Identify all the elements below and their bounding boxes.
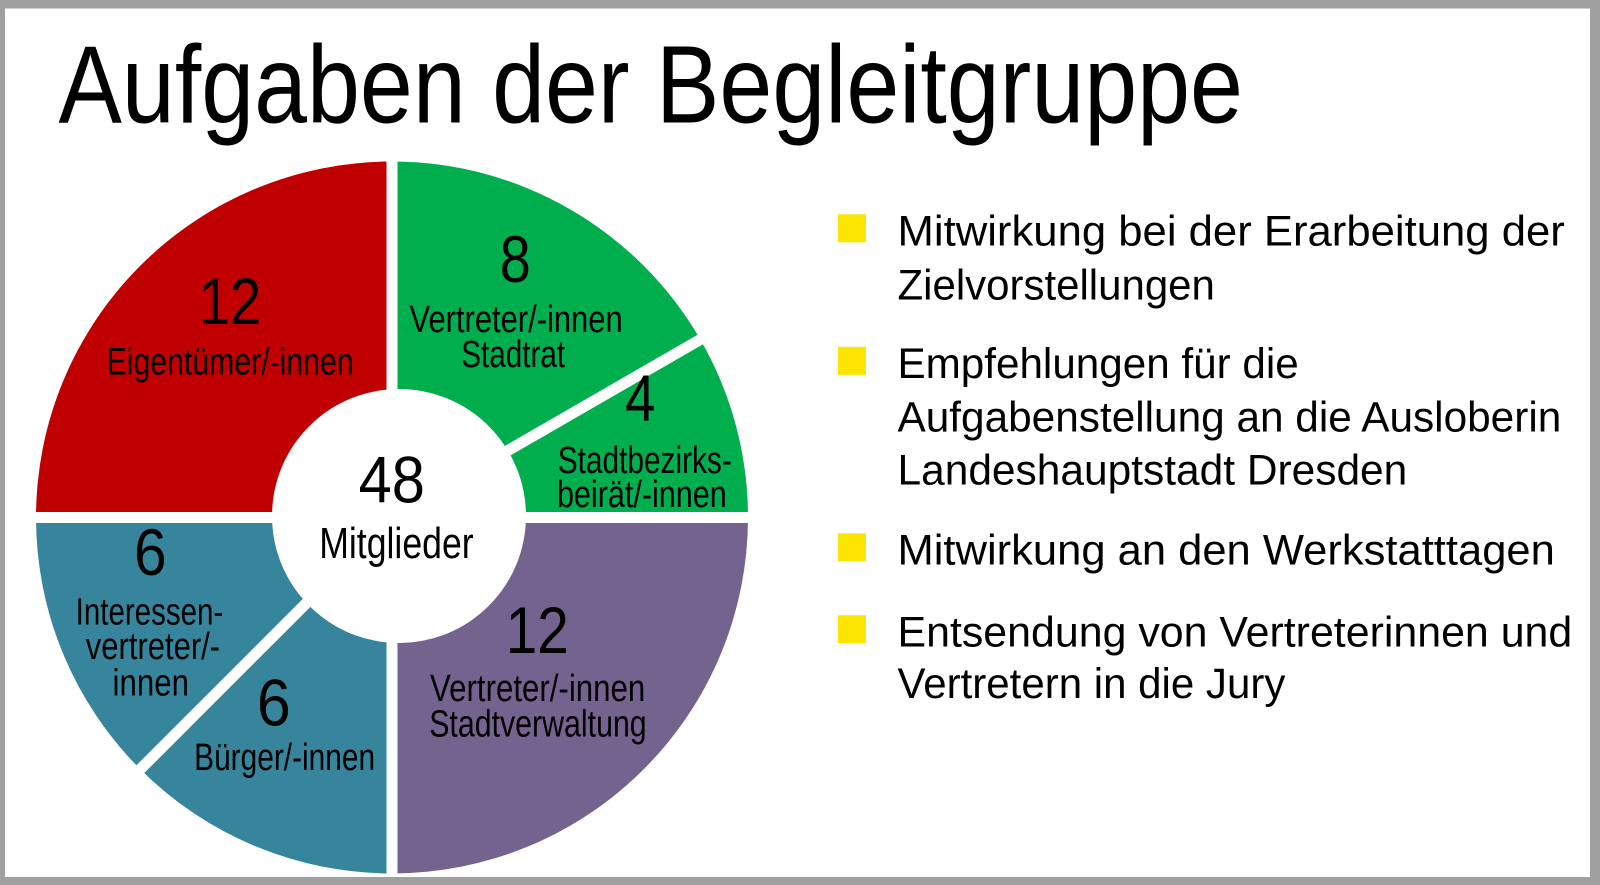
svg-text:6: 6 [134, 516, 167, 590]
svg-text:Aufgaben der Begleitgruppe: Aufgaben der Begleitgruppe [59, 23, 1243, 146]
svg-text:6: 6 [257, 667, 291, 740]
svg-text:Mitglieder: Mitglieder [319, 520, 473, 568]
svg-text:Vertretern in die Jury: Vertretern in die Jury [898, 660, 1287, 707]
svg-text:Eigentümer/-innen: Eigentümer/-innen [107, 342, 354, 384]
svg-text:Stadtbezirks-: Stadtbezirks- [558, 440, 732, 482]
svg-text:beirät/-innen: beirät/-innen [557, 474, 727, 516]
svg-text:Zielvorstellungen: Zielvorstellungen [898, 261, 1215, 308]
svg-text:48: 48 [359, 444, 425, 517]
svg-text:Mitwirkung bei der Erarbeitung: Mitwirkung bei der Erarbeitung der [898, 208, 1565, 255]
svg-text:Interessen-: Interessen- [76, 591, 224, 633]
svg-text:Aufgabenstellung an die Auslob: Aufgabenstellung an die Ausloberin [898, 393, 1562, 440]
svg-text:Vertreter/-innen: Vertreter/-innen [430, 668, 645, 710]
svg-text:Vertreter/-innen: Vertreter/-innen [410, 299, 623, 341]
svg-text:12: 12 [199, 264, 262, 338]
svg-text:Bürger/-innen: Bürger/-innen [194, 737, 375, 779]
svg-text:Empfehlungen für die: Empfehlungen für die [898, 340, 1299, 387]
svg-text:Entsendung von Vertreterinnen: Entsendung von Vertreterinnen und [898, 609, 1573, 657]
svg-text:Mitwirkung an den Werkstatttag: Mitwirkung an den Werkstatttagen [898, 527, 1555, 574]
svg-text:8: 8 [500, 223, 531, 296]
svg-text:Landeshauptstadt Dresden: Landeshauptstadt Dresden [898, 447, 1408, 494]
svg-text:Stadtrat: Stadtrat [461, 334, 565, 376]
svg-text:4: 4 [625, 361, 655, 435]
svg-text:innen: innen [113, 663, 189, 705]
svg-text:vertreter/-: vertreter/- [86, 626, 220, 668]
svg-text:12: 12 [506, 594, 569, 668]
svg-text:Stadtverwaltung: Stadtverwaltung [429, 703, 646, 745]
